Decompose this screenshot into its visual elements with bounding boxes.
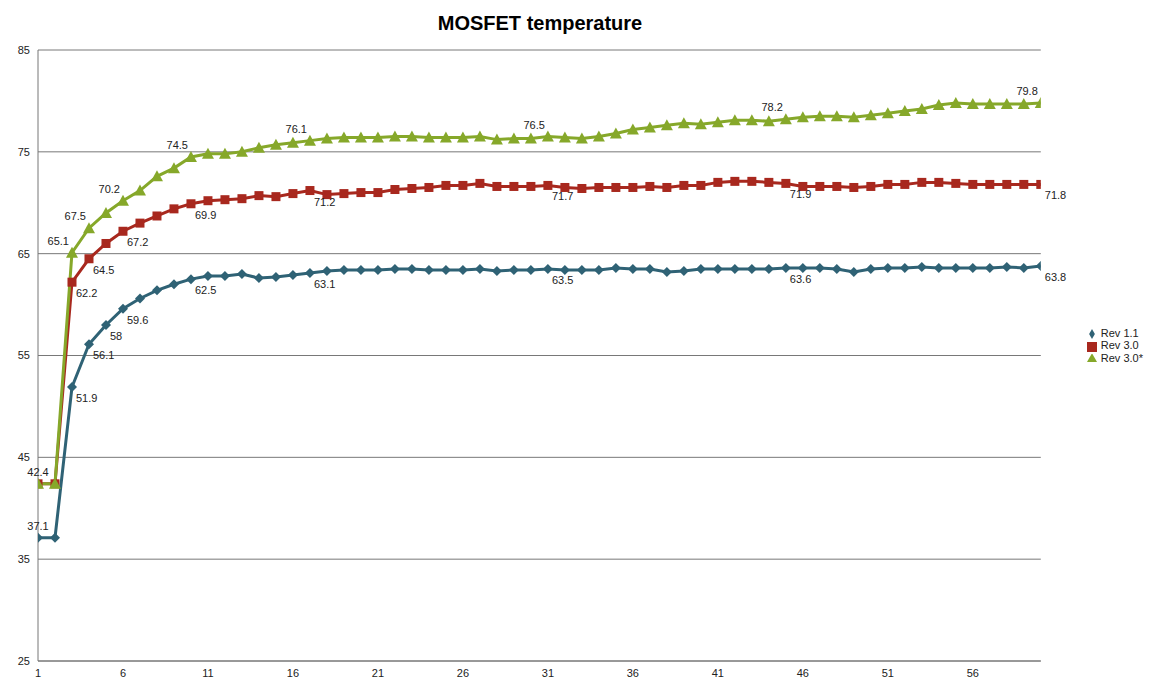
svg-text:65.1: 65.1 (48, 235, 69, 247)
svg-text:64.5: 64.5 (93, 264, 114, 276)
svg-text:71.2: 71.2 (314, 196, 335, 208)
svg-text:56: 56 (967, 667, 979, 679)
svg-text:85: 85 (18, 44, 30, 56)
svg-text:63.1: 63.1 (314, 278, 335, 290)
svg-text:63.6: 63.6 (790, 273, 811, 285)
html-text:MOSFET temperature: MOSFET temperature (437, 12, 643, 34)
svg-text:79.8: 79.8 (1016, 85, 1037, 97)
svg-text:70.2: 70.2 (99, 183, 120, 195)
svg-text:71.7: 71.7 (552, 190, 573, 202)
svg-text:67.5: 67.5 (65, 210, 86, 222)
svg-text:76.1: 76.1 (286, 123, 307, 135)
svg-text:58: 58 (110, 330, 122, 342)
svg-text:11: 11 (202, 667, 213, 679)
svg-text:62.5: 62.5 (195, 284, 216, 296)
svg-text:71.8: 71.8 (1045, 189, 1066, 201)
svg-text:16: 16 (287, 667, 299, 679)
svg-text:69.9: 69.9 (195, 209, 216, 221)
svg-text:41: 41 (712, 667, 724, 679)
svg-text:37.1: 37.1 (27, 520, 48, 532)
svg-text:63.5: 63.5 (552, 274, 573, 286)
svg-text:35: 35 (18, 553, 30, 565)
svg-text:67.2: 67.2 (127, 236, 148, 248)
svg-text:51: 51 (882, 667, 894, 679)
svg-text:56.1: 56.1 (93, 349, 114, 361)
svg-text:62.2: 62.2 (76, 287, 97, 299)
svg-text:71.9: 71.9 (790, 188, 811, 200)
svg-text:42.4: 42.4 (27, 466, 48, 478)
svg-text:63.8: 63.8 (1045, 271, 1066, 283)
svg-text:36: 36 (627, 667, 639, 679)
svg-text:51.9: 51.9 (76, 392, 97, 404)
svg-text:25: 25 (18, 655, 30, 667)
svg-text:59.6: 59.6 (127, 314, 148, 326)
svg-text:31: 31 (542, 667, 554, 679)
svg-text:6: 6 (120, 667, 126, 679)
svg-text:78.2: 78.2 (761, 101, 782, 113)
svg-text:46: 46 (797, 667, 809, 679)
svg-text:74.5: 74.5 (167, 139, 188, 151)
html-text:Rev 3.0*: Rev 3.0* (1100, 351, 1143, 364)
svg-text:26: 26 (457, 667, 469, 679)
html-text:Rev 1.1: Rev 1.1 (1100, 327, 1139, 340)
svg-text:65: 65 (18, 248, 30, 260)
svg-text:76.5: 76.5 (523, 119, 544, 131)
svg-text:1: 1 (35, 667, 41, 679)
svg-text:21: 21 (372, 667, 384, 679)
svg-text:45: 45 (18, 451, 30, 463)
svg-text:75: 75 (18, 146, 30, 158)
html-text:Rev 3.0: Rev 3.0 (1100, 339, 1139, 352)
svg-text:55: 55 (18, 349, 30, 361)
